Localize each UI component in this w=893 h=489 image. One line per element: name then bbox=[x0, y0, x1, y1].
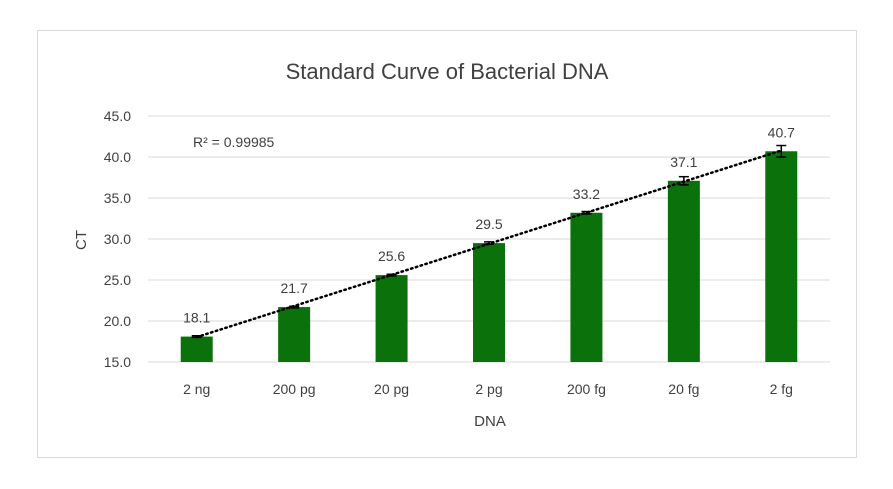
data-label: 25.6 bbox=[378, 248, 405, 264]
bars bbox=[180, 151, 798, 362]
trendline bbox=[195, 149, 783, 339]
x-tick-label: 20 pg bbox=[374, 381, 409, 397]
y-axis-ticks: 15.0 20.0 25.0 30.0 35.0 40.0 45.0 bbox=[104, 108, 131, 370]
y-tick-label: 30.0 bbox=[104, 231, 131, 247]
bar bbox=[278, 307, 311, 362]
y-tick-label: 40.0 bbox=[104, 149, 131, 165]
bar bbox=[570, 212, 603, 362]
y-tick-label: 45.0 bbox=[104, 108, 131, 124]
chart-title: Standard Curve of Bacterial DNA bbox=[286, 59, 609, 84]
x-axis-ticks: 2 ng 200 pg 20 pg 2 pg 200 fg 20 fg 2 fg bbox=[183, 381, 793, 397]
x-tick-label: 2 fg bbox=[770, 381, 793, 397]
bar bbox=[375, 275, 408, 362]
y-tick-label: 35.0 bbox=[104, 190, 131, 206]
y-tick-label: 15.0 bbox=[104, 354, 131, 370]
data-label: 21.7 bbox=[281, 280, 308, 296]
r-squared-label: R² = 0.99985 bbox=[193, 134, 275, 150]
x-tick-label: 2 ng bbox=[183, 381, 210, 397]
y-tick-label: 25.0 bbox=[104, 272, 131, 288]
x-tick-label: 200 pg bbox=[273, 381, 316, 397]
bar bbox=[765, 151, 798, 362]
trendline-line bbox=[195, 149, 783, 339]
data-label: 37.1 bbox=[670, 154, 697, 170]
gridlines bbox=[148, 115, 830, 363]
data-label: 40.7 bbox=[768, 124, 795, 140]
x-tick-label: 2 pg bbox=[475, 381, 502, 397]
y-axis-label: CT bbox=[73, 230, 90, 250]
x-axis-label: DNA bbox=[474, 413, 506, 430]
chart-frame bbox=[37, 30, 857, 458]
data-label: 29.5 bbox=[475, 216, 502, 232]
bar bbox=[180, 336, 213, 362]
data-label: 33.2 bbox=[573, 186, 600, 202]
data-labels: 18.1 21.7 25.6 29.5 33.2 37.1 40.7 bbox=[183, 124, 795, 325]
x-tick-label: 200 fg bbox=[567, 381, 606, 397]
x-tick-label: 20 fg bbox=[668, 381, 699, 397]
y-tick-label: 20.0 bbox=[104, 313, 131, 329]
data-label: 18.1 bbox=[183, 310, 210, 326]
bar bbox=[473, 243, 505, 362]
bar bbox=[667, 180, 700, 362]
